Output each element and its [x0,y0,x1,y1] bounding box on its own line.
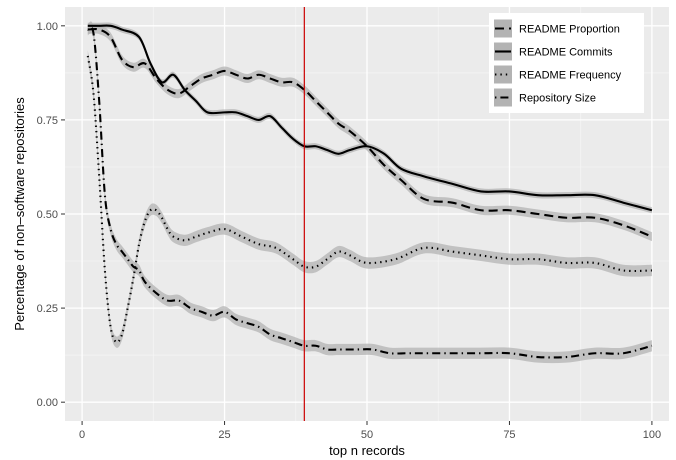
x-tick-label: 75 [503,429,515,441]
x-tick-label: 25 [218,429,230,441]
axis-tick-labels: 0 25 50 75 100 0.00 0.25 0.50 0.75 1.00 [37,21,662,441]
series-line [86,55,652,344]
y-tick-label: 0.25 [37,303,58,315]
x-axis-title: top n records [329,443,405,458]
legend: README Proportion README Commits README Fr… [489,13,644,113]
y-tick-label: 0.50 [37,209,58,221]
y-tick-label: 0.75 [37,115,58,127]
confidence-ribbons [87,21,652,364]
axis-ticks [61,25,653,425]
series-ribbon [87,22,652,214]
series-lines [86,24,653,359]
y-tick-label: 0.00 [37,397,58,409]
series-line [86,26,653,359]
y-axis-title: Percentage of non–software repositories [12,97,27,331]
legend-label: README Proportion [519,24,620,36]
x-tick-label: 100 [643,429,661,441]
series-line [87,24,653,212]
legend-key [494,65,512,84]
series-ribbon [87,24,652,242]
legend-label: README Commits [519,47,613,59]
series-line [87,27,653,238]
y-tick-label: 1.00 [37,21,58,33]
legend-label: Repository Size [519,93,596,105]
legend-background [489,13,644,113]
legend-label: README Frequency [519,70,622,82]
x-tick-label: 0 [79,429,85,441]
x-tick-label: 50 [361,429,373,441]
